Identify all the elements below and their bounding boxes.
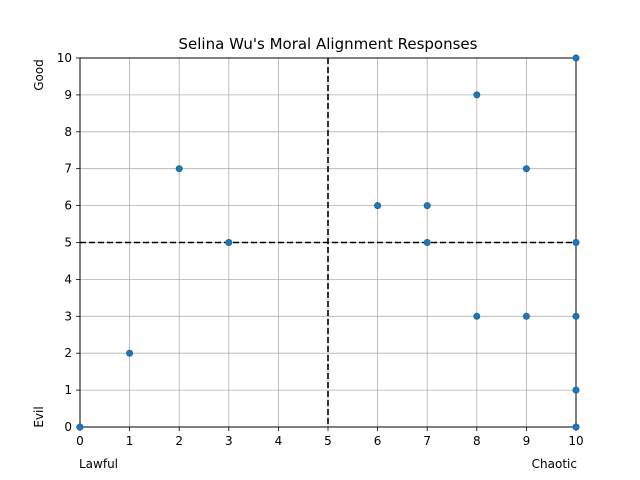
data-point [374, 202, 382, 210]
data-point [126, 349, 134, 357]
y-tick-label: 2 [64, 346, 72, 360]
x-tick-label: 7 [423, 434, 431, 448]
x-tick-label: 0 [76, 434, 84, 448]
y-tick-label: 4 [64, 272, 72, 286]
x-tick-label: 4 [275, 434, 283, 448]
data-point [522, 165, 530, 173]
data-points [76, 54, 580, 431]
x-tick-label: 6 [374, 434, 382, 448]
data-point [572, 54, 580, 62]
x-low-label: Lawful [79, 457, 118, 471]
data-point [572, 312, 580, 320]
y-tick-label: 0 [64, 420, 72, 434]
data-point [473, 91, 481, 99]
y-high-label: Good [32, 59, 46, 91]
data-point [76, 423, 84, 431]
y-tick-label: 9 [64, 88, 72, 102]
x-tick-label: 1 [126, 434, 134, 448]
y-tick-label: 10 [57, 51, 72, 65]
y-tick-label: 5 [64, 236, 72, 250]
chart-title: Selina Wu's Moral Alignment Responses [179, 35, 478, 53]
reference-lines [80, 58, 576, 427]
data-point [522, 312, 530, 320]
y-tick-label: 8 [64, 125, 72, 139]
x-tick-label: 3 [225, 434, 233, 448]
x-tick-label: 9 [523, 434, 531, 448]
x-tick-label: 10 [568, 434, 583, 448]
x-tick-label: 2 [175, 434, 183, 448]
data-point [473, 312, 481, 320]
y-tick-label: 6 [64, 199, 72, 213]
axis-ticks: 0 1 2 3 4 5 6 7 8 9 10 0 1 2 3 4 5 6 7 8 9 10 [57, 51, 584, 448]
x-tick-label: 8 [473, 434, 481, 448]
y-tick-label: 1 [64, 383, 72, 397]
y-low-label: Evil [32, 406, 46, 427]
data-point [423, 202, 431, 210]
data-point [572, 423, 580, 431]
data-point [572, 239, 580, 247]
y-tick-label: 7 [64, 162, 72, 176]
x-tick-label: 5 [324, 434, 332, 448]
data-point [225, 239, 233, 247]
x-high-label: Chaotic [532, 457, 577, 471]
data-point [175, 165, 183, 173]
y-tick-label: 3 [64, 309, 72, 323]
data-point [423, 239, 431, 247]
data-point [572, 386, 580, 394]
